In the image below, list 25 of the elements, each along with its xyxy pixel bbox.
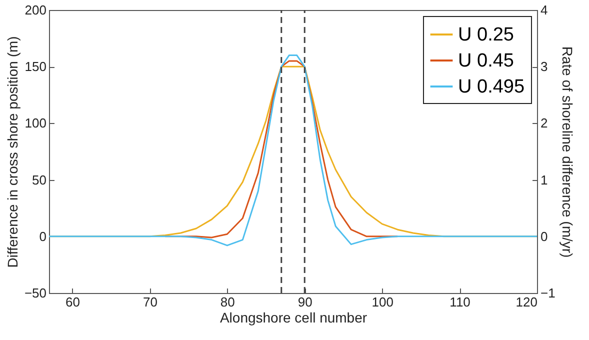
- x-tick-label: 70: [142, 294, 158, 310]
- y-tick-label: 0: [39, 228, 46, 244]
- y2-tick-label: 4: [540, 2, 548, 18]
- y-tick-label: 100: [24, 116, 46, 131]
- y2-tick-label: −1: [540, 286, 556, 300]
- x-tick-label: 80: [220, 294, 235, 310]
- x-tick-label: 110: [450, 294, 470, 310]
- legend-label: U 0.45: [458, 50, 514, 72]
- legend-label: U 0.25: [458, 24, 514, 46]
- y2-tick-label: 0: [540, 228, 548, 244]
- y-tick-label: 150: [24, 59, 46, 74]
- x-axis-title: Alongshore cell number: [220, 310, 368, 326]
- y2-tick-label: 1: [540, 172, 548, 188]
- x-tick-label: 120: [516, 294, 538, 310]
- legend-label: U 0.495: [458, 76, 525, 98]
- y-tick-label: 50: [32, 172, 46, 188]
- y-tick-label: 200: [24, 2, 46, 18]
- x-tick-label: 90: [298, 294, 312, 310]
- y-axis-title: Difference in cross shore position (m): [4, 36, 20, 268]
- x-tick-label: 60: [66, 294, 80, 310]
- y2-tick-label: 2: [540, 116, 548, 131]
- y2-tick-label: 3: [540, 59, 548, 74]
- y2-axis-title: Rate of shoreline difference (m/yr): [559, 46, 576, 258]
- x-tick-label: 100: [372, 294, 394, 310]
- y-tick-label: −50: [24, 286, 46, 300]
